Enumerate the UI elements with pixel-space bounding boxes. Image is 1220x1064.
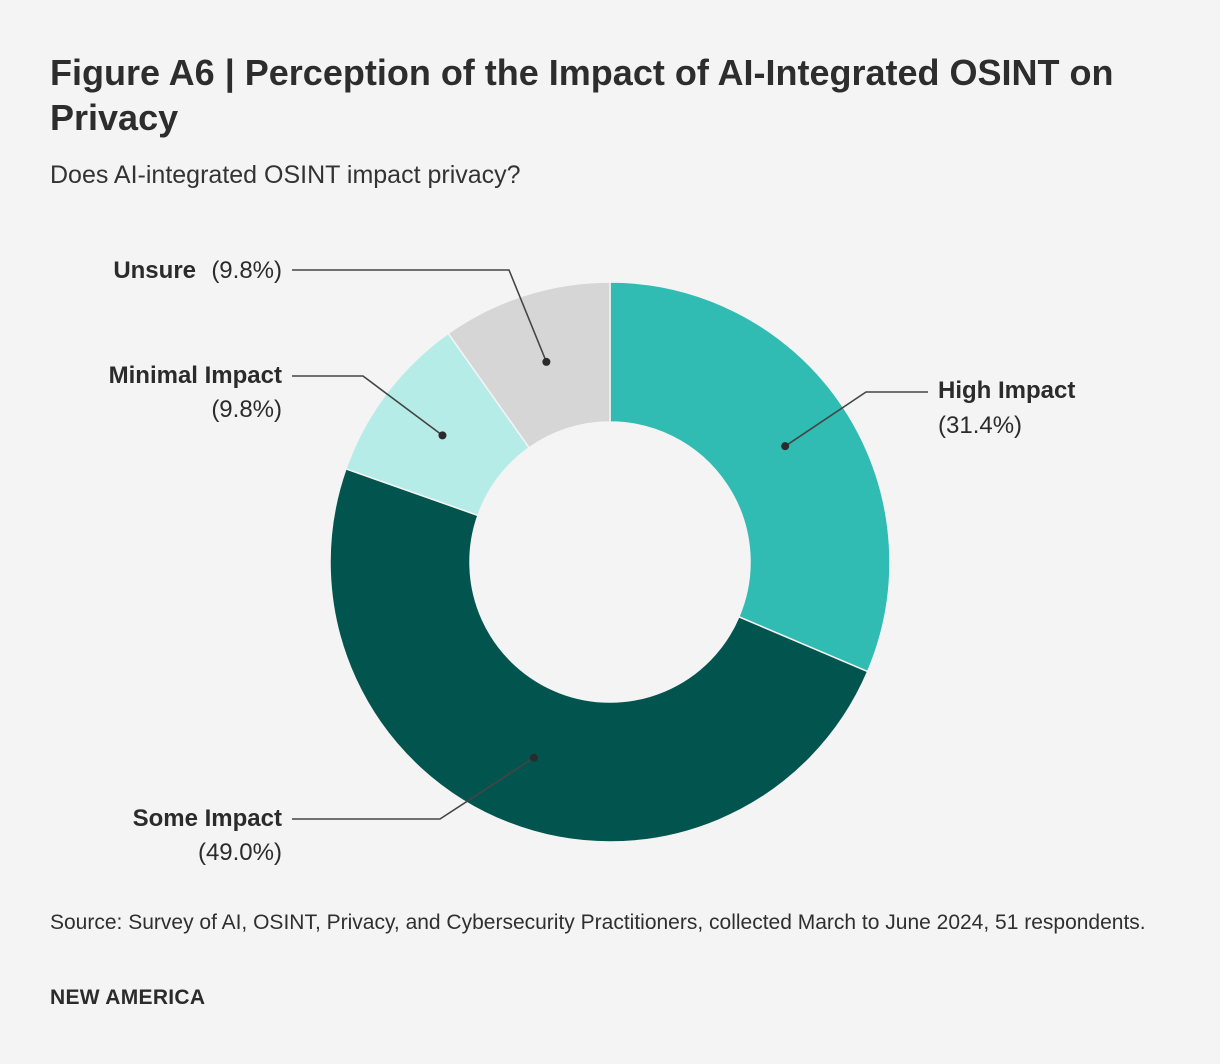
chart-title: Figure A6 | Perception of the Impact of … [50, 52, 1114, 138]
label-high-impact: High Impact [938, 377, 1075, 404]
leader-line-high-impact [784, 391, 928, 447]
value-some-impact: (49.0%) [198, 839, 282, 866]
slice-some-impact [329, 467, 869, 843]
brand-logo-text: NEW AMERICA [50, 986, 206, 1009]
value-high-impact: (31.4%) [938, 412, 1022, 439]
value-minimal-impact: (9.8%) [211, 396, 282, 423]
chart-subtitle: Does AI-integrated OSINT impact privacy? [50, 161, 521, 189]
source-note: Source: Survey of AI, OSINT, Privacy, an… [50, 911, 1146, 934]
donut-slices [329, 281, 891, 843]
label-unsure: Unsure [113, 257, 196, 284]
label-some-impact: Some Impact [133, 805, 282, 832]
leader-dot-some-impact [529, 753, 538, 762]
slice-unsure [447, 281, 611, 449]
leader-dot-minimal-impact [438, 431, 447, 440]
leader-lines [292, 269, 928, 820]
leader-line-minimal-impact [292, 375, 443, 437]
leader-line-unsure [292, 269, 548, 363]
leader-line-some-impact [292, 757, 535, 820]
leader-dot-unsure [542, 357, 551, 366]
label-minimal-impact: Minimal Impact [109, 362, 282, 389]
value-unsure: (9.8%) [211, 257, 282, 284]
slice-high-impact [609, 281, 891, 673]
leader-dot-high-impact [781, 442, 790, 451]
